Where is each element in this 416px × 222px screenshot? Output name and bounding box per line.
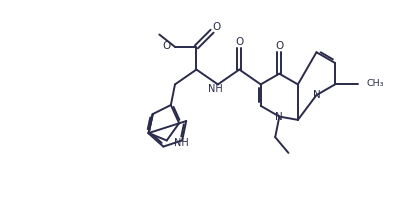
Text: N: N	[275, 112, 282, 122]
Text: O: O	[163, 41, 171, 51]
Text: NH: NH	[174, 138, 189, 148]
Text: O: O	[275, 42, 283, 52]
Text: N: N	[313, 90, 321, 100]
Text: O: O	[212, 22, 220, 32]
Text: O: O	[235, 37, 243, 47]
Text: NH: NH	[208, 84, 223, 94]
Text: CH₃: CH₃	[367, 79, 384, 89]
